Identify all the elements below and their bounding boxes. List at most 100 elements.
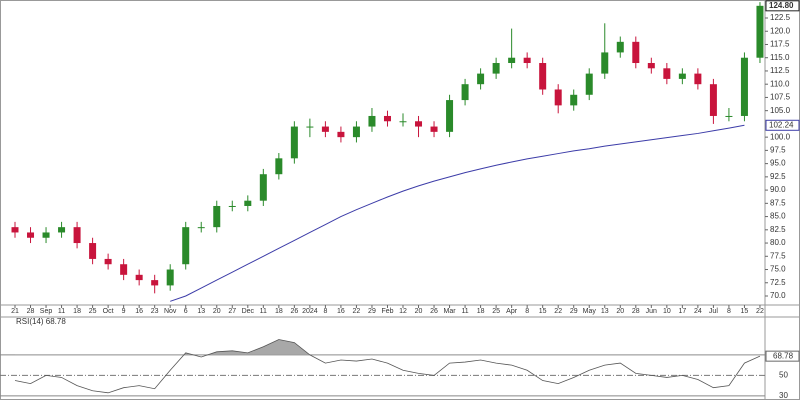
candle-body xyxy=(58,227,66,233)
candle-body xyxy=(601,52,609,74)
x-tick-label: 8 xyxy=(323,308,327,315)
candle-body xyxy=(554,89,562,106)
candle-body xyxy=(259,174,267,201)
y-tick-label: 112.5 xyxy=(770,66,790,75)
candle-body xyxy=(415,121,423,127)
x-tick-label: 9 xyxy=(122,308,126,315)
candle-body xyxy=(213,205,221,228)
x-tick-label: 11 xyxy=(461,308,468,315)
price-box xyxy=(765,0,800,12)
candle-body xyxy=(446,100,454,132)
rsi-label: RSI(14) 68.78 xyxy=(16,317,66,326)
x-tick-label: 15 xyxy=(741,308,749,315)
y-tick-label: 77.5 xyxy=(770,251,786,260)
candle-body xyxy=(27,232,35,238)
rsi-value-label: 68.78 xyxy=(773,351,794,360)
x-tick-label: 26 xyxy=(290,308,298,315)
x-tick-label: 29 xyxy=(570,308,578,315)
x-tick-label: 23 xyxy=(151,308,159,315)
candle-body xyxy=(570,94,578,106)
x-tick-label: 2024 xyxy=(302,308,318,315)
candle-body xyxy=(539,63,547,90)
x-tick-label: Oct xyxy=(103,308,114,315)
x-tick-label: 28 xyxy=(632,308,640,315)
x-tick-label: 12 xyxy=(399,308,407,315)
candle-body xyxy=(182,227,190,265)
y-tick-label: 82.5 xyxy=(770,225,786,234)
candle-body xyxy=(632,41,640,64)
candle-body xyxy=(709,84,717,116)
x-tick-label: 13 xyxy=(197,308,205,315)
rsi-tick-label: 50 xyxy=(779,371,788,380)
y-tick-label: 105.0 xyxy=(770,106,791,115)
x-tick-label: 25 xyxy=(492,308,500,315)
candle-body xyxy=(678,73,686,79)
candle-body xyxy=(585,73,593,95)
y-tick-label: 95.0 xyxy=(770,159,786,168)
x-tick-label: Apr xyxy=(506,308,518,315)
moving-average xyxy=(170,124,745,302)
last-price-label: 124.80 xyxy=(769,1,794,10)
candle-body xyxy=(275,158,283,175)
y-tick-label: 90.0 xyxy=(770,185,786,194)
candle-body xyxy=(647,63,655,69)
y-tick-label: 92.5 xyxy=(770,172,786,181)
x-tick-label: Jun xyxy=(646,308,657,315)
x-tick-label: 11 xyxy=(58,308,65,315)
candle-body xyxy=(399,121,407,123)
candle-body xyxy=(616,41,624,53)
x-tick-label: 18 xyxy=(477,308,485,315)
candle-body xyxy=(321,126,329,132)
candle-body xyxy=(368,115,376,127)
candle-body xyxy=(430,126,438,132)
x-tick-label: 27 xyxy=(228,308,236,315)
x-tick-label: 15 xyxy=(539,308,547,315)
rsi-line xyxy=(14,339,761,394)
x-tick-label: 6 xyxy=(184,308,188,315)
y-tick-label: 117.5 xyxy=(770,40,790,49)
y-tick-label: 80.0 xyxy=(770,238,786,247)
x-tick-label: Dec xyxy=(242,308,255,315)
candle-body xyxy=(523,57,531,64)
x-tick-label: Sep xyxy=(40,308,53,315)
x-tick-label: 28 xyxy=(27,308,35,315)
y-tick-label: 110.0 xyxy=(770,79,790,88)
candle-body xyxy=(135,274,143,281)
x-tick-label: 13 xyxy=(601,308,609,315)
x-tick-label: 22 xyxy=(353,308,361,315)
candle-body xyxy=(337,131,345,138)
ma-box xyxy=(765,119,800,131)
x-tick-label: 10 xyxy=(663,308,671,315)
y-tick-label: 115.0 xyxy=(770,53,790,62)
candle-body xyxy=(461,84,469,101)
candle-body xyxy=(166,269,174,286)
candle-body xyxy=(306,126,314,128)
y-tick-label: 122.5 xyxy=(770,13,791,22)
rsi-box xyxy=(765,350,800,362)
x-tick-label: 21 xyxy=(11,308,19,315)
candle-body xyxy=(244,200,252,206)
candle-body xyxy=(104,258,112,265)
x-tick-label: 22 xyxy=(756,308,764,315)
y-tick-label: 100.0 xyxy=(770,132,791,141)
candle-body xyxy=(11,227,19,233)
y-tick-label: 75.0 xyxy=(770,265,786,274)
y-tick-label: 107.5 xyxy=(770,93,791,102)
candle-body xyxy=(352,126,360,138)
x-tick-label: 26 xyxy=(430,308,438,315)
candle-body xyxy=(740,57,748,116)
x-tick-label: 20 xyxy=(213,308,221,315)
y-tick-label: 87.5 xyxy=(770,198,786,207)
candle-body xyxy=(42,232,50,238)
x-tick-label: May xyxy=(583,308,597,315)
candle-body xyxy=(477,73,485,85)
y-tick-label: 85.0 xyxy=(770,212,786,221)
x-tick-label: Jul xyxy=(709,308,718,315)
candle-body xyxy=(492,63,500,74)
candle-body xyxy=(151,280,159,286)
x-tick-label: 16 xyxy=(135,308,143,315)
x-tick-label: 24 xyxy=(694,308,702,315)
ma-value-label: 102.24 xyxy=(769,120,794,129)
y-tick-label: 97.5 xyxy=(770,145,786,154)
